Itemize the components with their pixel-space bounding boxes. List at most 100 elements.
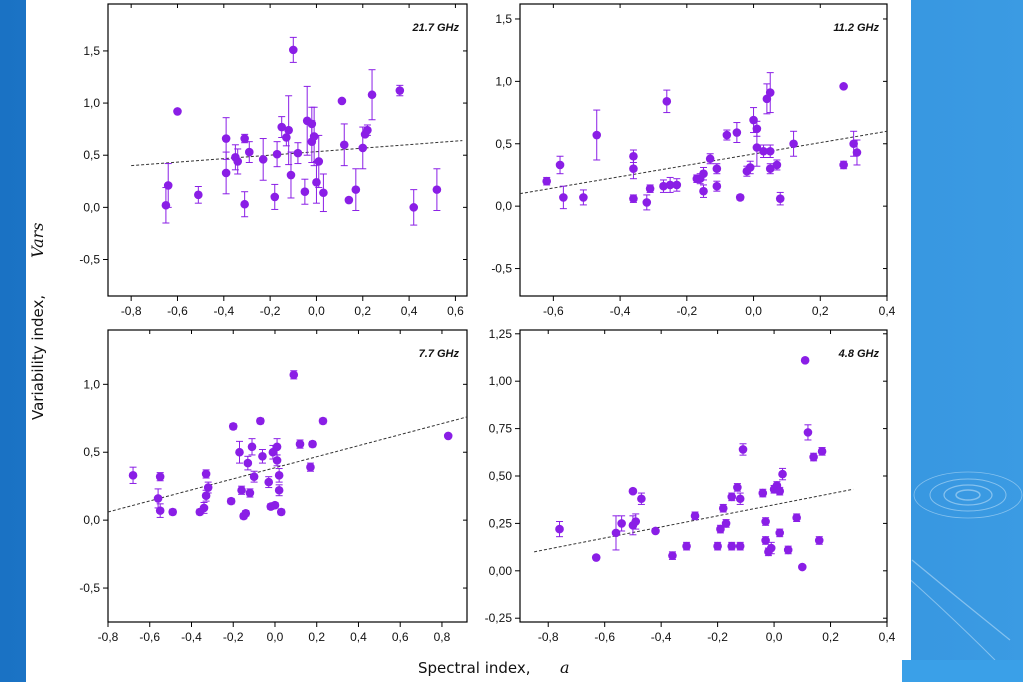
x-axis-variable: a <box>560 658 570 677</box>
data-point <box>276 507 286 517</box>
y-tick-label: -0,5 <box>79 253 100 267</box>
data-point <box>284 125 293 135</box>
data-point <box>318 416 328 426</box>
x-tick-label: 0,8 <box>434 630 451 644</box>
y-tick-label: -0,25 <box>485 611 513 625</box>
x-tick-label: 0,6 <box>392 630 409 644</box>
x-tick-label: 0,0 <box>308 304 325 318</box>
x-tick-label: 0,4 <box>350 630 367 644</box>
plot-frame <box>519 3 888 297</box>
data-point <box>344 195 354 205</box>
data-point <box>749 115 758 125</box>
data-point <box>249 472 259 481</box>
data-point <box>591 553 601 562</box>
data-point <box>792 513 801 523</box>
data-point <box>789 139 798 149</box>
data-point <box>201 491 211 500</box>
data-point <box>783 545 793 555</box>
x-tick-label: 0,0 <box>745 304 762 318</box>
data-point <box>264 477 274 487</box>
x-tick-label: -0,2 <box>676 304 697 318</box>
x-tick-label: -0,8 <box>121 304 142 318</box>
x-tick-label: -0,2 <box>223 630 244 644</box>
data-point <box>256 416 265 426</box>
data-point <box>732 128 742 137</box>
data-point <box>817 447 827 456</box>
data-point <box>752 143 762 152</box>
data-point <box>272 149 282 159</box>
data-point <box>721 519 731 528</box>
data-point <box>274 485 284 495</box>
data-point <box>432 185 442 194</box>
x-tick-label: -0,6 <box>543 304 564 318</box>
data-point <box>629 194 638 203</box>
data-point <box>759 146 768 156</box>
data-point <box>712 181 722 191</box>
data-point <box>247 442 257 452</box>
data-point <box>672 180 682 190</box>
data-point <box>272 442 282 452</box>
y-tick-label: 1,25 <box>489 327 513 341</box>
x-tick-label: 0,6 <box>447 304 464 318</box>
data-point <box>258 155 268 164</box>
data-point <box>735 193 745 202</box>
data-point <box>286 170 296 180</box>
data-point <box>274 471 284 480</box>
x-tick-label: -0,8 <box>98 630 119 644</box>
data-point <box>718 503 728 513</box>
x-tick-label: 0,4 <box>401 304 418 318</box>
data-point <box>358 143 368 153</box>
data-point <box>559 193 568 202</box>
data-point <box>241 509 251 518</box>
data-point <box>155 506 165 515</box>
panel-frequency-label: 11.2 GHz <box>833 22 879 34</box>
data-point <box>761 517 770 526</box>
data-point <box>765 164 775 174</box>
data-point <box>772 160 782 170</box>
data-point <box>745 163 755 172</box>
data-point <box>194 190 203 200</box>
y-tick-label: 0,0 <box>495 199 512 213</box>
x-tick-label: -0,4 <box>610 304 631 318</box>
data-point <box>237 485 246 495</box>
data-point <box>705 154 715 164</box>
data-point <box>629 164 638 174</box>
data-point <box>713 541 722 551</box>
data-point <box>295 439 305 449</box>
x-tick-label: 0,2 <box>308 630 325 644</box>
plot-frame <box>519 329 888 623</box>
y-tick-label: 1,0 <box>83 377 100 391</box>
data-point <box>240 199 249 209</box>
data-point <box>409 203 419 212</box>
y-tick-label: 0,0 <box>83 513 100 527</box>
data-point <box>699 169 708 179</box>
data-point <box>351 185 361 194</box>
data-point <box>809 452 818 462</box>
data-point <box>128 471 138 480</box>
y-axis-title: Variability index, <box>29 295 47 420</box>
x-tick-label: -0,4 <box>181 630 202 644</box>
x-tick-label: 0,4 <box>879 630 896 644</box>
data-point <box>245 488 255 498</box>
x-tick-label: -0,4 <box>213 304 234 318</box>
data-point <box>233 157 243 166</box>
x-tick-label: -0,8 <box>538 630 559 644</box>
data-point <box>727 541 737 551</box>
data-point <box>631 517 641 526</box>
data-point <box>306 462 315 472</box>
data-point <box>765 146 775 156</box>
data-point <box>758 488 768 498</box>
data-point <box>282 133 291 142</box>
data-point <box>761 536 770 545</box>
y-tick-label: 0,5 <box>83 445 100 459</box>
data-point <box>722 130 732 140</box>
data-point <box>712 164 722 174</box>
data-point <box>367 90 377 100</box>
data-point <box>363 125 372 135</box>
data-point <box>668 551 677 560</box>
fit-line <box>534 488 854 553</box>
data-point <box>395 86 405 95</box>
data-point <box>651 526 660 536</box>
data-point <box>555 524 564 534</box>
